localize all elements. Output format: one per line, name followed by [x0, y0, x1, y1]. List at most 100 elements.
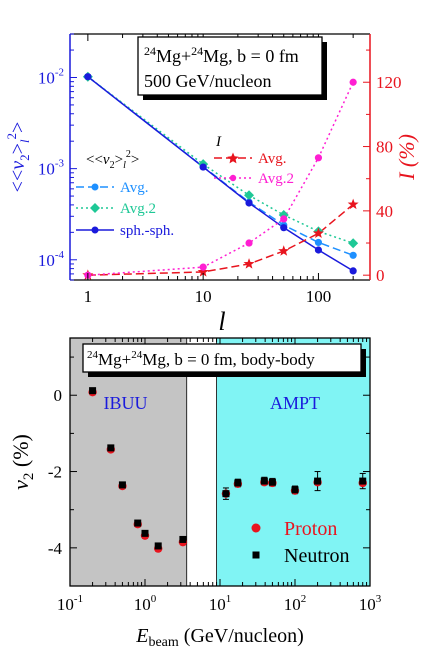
svg-text:24Mg+24Mg, b = 0 fm: 24Mg+24Mg, b = 0 fm [144, 44, 299, 66]
top-right-tick-label: 0 [376, 266, 385, 285]
top-data-point-1-5 [348, 238, 359, 249]
bottom-markers [88, 387, 367, 553]
top-legend-left: <<v2>l2> Avg. Avg.2 sph.-sph. [76, 149, 174, 239]
legend-circle-marker [229, 174, 237, 182]
region-ampt [216, 338, 370, 586]
top-x-tick-label: 10 [195, 287, 212, 306]
bottom-ticks: 10-1 100 101 102 103 0 -2 -4 [48, 338, 382, 614]
top-data-point-3-5 [347, 198, 359, 210]
top-annotation-box: 24Mg+24Mg, b = 0 fm 500 GeV/nucleon [137, 36, 327, 100]
bottom-y-tick-label: -2 [48, 463, 62, 482]
region-ibuu [70, 338, 187, 586]
top-left-axis-title: <<v2>l2> [4, 122, 32, 193]
top-data-point-4-1 [199, 263, 207, 271]
bottom-data-point-neutron-2 [118, 481, 126, 489]
bottom-x-tick-label: 103 [359, 593, 382, 614]
bottom-panel: IBUU AMPT 10-1 100 101 102 103 0 -2 -4 24Mg+24Mg… [8, 337, 382, 650]
bottom-x-tick-label: 100 [134, 593, 157, 614]
svg-text:24Mg+24Mg, b = 0 fm, body-bod: 24Mg+24Mg, b = 0 fm, body-body [87, 349, 315, 369]
top-data-point-1-2 [244, 190, 255, 201]
top-data-point-3-3 [278, 245, 290, 256]
bottom-data-point-neutron-6 [179, 535, 187, 543]
bottom-x-tick-label: 102 [284, 593, 307, 614]
top-series-line-2 [87, 76, 354, 272]
bottom-y-tick-label: 0 [54, 386, 63, 405]
bottom-data-point-neutron-3 [134, 519, 142, 527]
legend-circle-marker [91, 226, 99, 234]
top-series-markers [82, 71, 359, 280]
region-label-ampt: AMPT [270, 393, 320, 413]
top-data-point-2-0 [84, 73, 92, 81]
svg-text:Avg.: Avg. [258, 151, 286, 167]
svg-text:<<v2>l2>: <<v2>l2> [86, 149, 139, 171]
bottom-data-point-neutron-7 [222, 490, 230, 498]
bottom-data-point-neutron-9 [260, 477, 268, 485]
top-data-point-0-4 [314, 238, 323, 247]
bottom-data-point-neutron-11 [291, 486, 299, 494]
top-data-point-2-2 [245, 199, 253, 207]
svg-text:I: I [215, 134, 222, 150]
top-panel: 1 10 100 10-4 10-3 10-2 0 40 80 120 l <<v2>l2> I … [4, 33, 419, 336]
bottom-x-tick-label: 101 [209, 593, 232, 614]
svg-text:v2 (%): v2 (%) [8, 434, 37, 490]
top-left-tick-label: 10-4 [38, 249, 65, 270]
top-data-point-2-5 [349, 267, 357, 275]
top-series-line-3 [87, 203, 354, 276]
bottom-data-point-neutron-0 [89, 387, 97, 395]
top-series-lines [87, 76, 354, 276]
top-x-tick-label: 100 [306, 287, 332, 306]
bottom-x-axis-title: Ebeam (GeV/nucleon) [135, 625, 304, 650]
top-data-point-2-3 [280, 224, 288, 232]
top-data-point-4-2 [245, 239, 253, 247]
top-data-point-4-5 [349, 78, 357, 86]
top-series-line-4 [87, 81, 354, 276]
legend-diamond-marker [90, 203, 100, 213]
svg-text:Avg.: Avg. [120, 180, 148, 196]
svg-text:Proton: Proton [284, 518, 337, 540]
top-legend-right: I Avg. Avg.2 [214, 134, 294, 187]
bottom-data-point-neutron-8 [234, 479, 242, 487]
top-data-point-3-2 [243, 258, 255, 269]
legend-circle-marker [251, 523, 261, 533]
bottom-data-point-neutron-13 [359, 477, 367, 485]
bottom-data-point-neutron-10 [268, 478, 276, 486]
bottom-annotation-box: 24Mg+24Mg, b = 0 fm, body-body [82, 343, 366, 377]
bottom-y-axis-title: v2 (%) [8, 434, 37, 490]
region-label-ibuu: IBUU [104, 393, 148, 413]
top-data-point-0-5 [349, 251, 357, 259]
bottom-data-point-neutron-4 [141, 529, 149, 537]
bottom-legend: Proton Neutron [251, 518, 350, 567]
top-data-point-3-1 [197, 266, 209, 277]
top-right-tick-label: 40 [376, 202, 393, 221]
svg-text:Neutron: Neutron [284, 545, 350, 567]
top-right-axis-title: I (%) [394, 134, 419, 181]
svg-text:500 GeV/nucleon: 500 GeV/nucleon [144, 71, 271, 91]
bottom-data-point-neutron-1 [107, 444, 115, 452]
top-right-tick-label: 80 [376, 138, 393, 157]
top-left-tick-label: 10-3 [38, 158, 65, 179]
bottom-data-point-neutron-5 [154, 542, 162, 550]
bottom-y-tick-label: -4 [48, 539, 63, 558]
top-x-axis-title: l [218, 307, 225, 336]
legend-star-marker [227, 152, 239, 164]
top-series-line-1 [87, 76, 354, 244]
bottom-x-tick-label: 10-1 [57, 593, 83, 614]
top-left-tick-label: 10-2 [38, 66, 64, 87]
top-data-point-4-3 [280, 215, 288, 223]
top-data-point-2-1 [199, 163, 207, 171]
top-right-tick-label: 120 [376, 73, 402, 92]
bottom-data-point-neutron-12 [314, 477, 322, 485]
top-x-tick-label: 1 [84, 287, 93, 306]
svg-text:sph.-sph.: sph.-sph. [120, 223, 174, 239]
top-data-point-3-4 [312, 227, 324, 239]
svg-text:<<v2>l2>: <<v2>l2> [4, 122, 32, 193]
bottom-regions: IBUU AMPT [69, 338, 371, 586]
top-ticks: 1 10 100 10-4 10-3 10-2 0 40 80 120 [38, 33, 402, 306]
legend-circle-marker [91, 183, 99, 191]
legend-square-marker [252, 551, 260, 559]
svg-text:Avg.2: Avg.2 [258, 171, 294, 187]
top-data-point-4-4 [314, 154, 323, 162]
svg-text:Avg.2: Avg.2 [120, 201, 156, 217]
top-data-point-2-4 [314, 246, 323, 254]
